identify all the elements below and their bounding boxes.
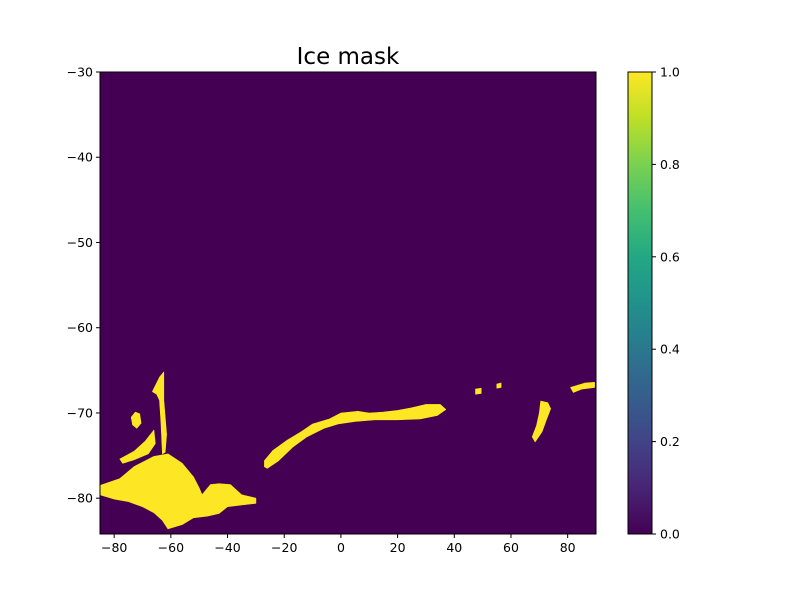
- x-tick-label: −80: [101, 540, 127, 555]
- y-tick-label: −30: [67, 65, 93, 80]
- x-tick-label: 40: [446, 540, 462, 555]
- colorbar: 0.0 0.2 0.4 0.6 0.8 1.0: [627, 65, 680, 542]
- colorbar-tick-label: 0.6: [660, 249, 680, 264]
- colorbar-frame: [627, 71, 653, 535]
- y-axis: −80 −70 −60 −50 −40 −30: [67, 65, 100, 506]
- chart-title: Ice mask: [297, 44, 400, 70]
- x-tick-label: −40: [214, 540, 240, 555]
- ice-region-small-coastal-patch-1: [475, 387, 482, 395]
- ice-region-peninsula-ice: [152, 371, 167, 455]
- y-tick-label: −70: [67, 405, 93, 420]
- x-tick-label: 20: [390, 540, 406, 555]
- plot-frame: [99, 71, 597, 535]
- y-tick-label: −60: [67, 320, 93, 335]
- y-tick-label: −50: [67, 235, 93, 250]
- ice-region-amery-ice-shelf: [531, 400, 552, 443]
- ice-mask-layer: [100, 371, 595, 530]
- ice-region-weddell-ice-shelf: [100, 453, 257, 530]
- colorbar-tick-label: 1.0: [660, 65, 680, 80]
- x-tick-label: 0: [337, 540, 345, 555]
- colorbar-tick-label: 0.2: [660, 434, 680, 449]
- ice-region-west-peninsula-islands: [119, 429, 156, 464]
- ice-region-eastern-coastal-ice: [570, 381, 595, 393]
- ice-region-small-coastal-patch-2: [496, 382, 502, 389]
- x-tick-label: −60: [158, 540, 184, 555]
- x-tick-label: −20: [271, 540, 297, 555]
- colorbar-ticks: 0.0 0.2 0.4 0.6 0.8 1.0: [652, 65, 680, 542]
- x-tick-label: 80: [560, 540, 576, 555]
- colorbar-tick-label: 0.0: [660, 527, 680, 542]
- colorbar-tick-label: 0.4: [660, 342, 680, 357]
- heatmap-background: [100, 72, 596, 534]
- colorbar-tick-label: 0.8: [660, 157, 680, 172]
- ice-region-riiser-larsen-fimbul-ice: [264, 404, 447, 469]
- x-axis: −80 −60 −40 −20 0 20 40 60 80: [101, 534, 576, 555]
- ice-region-western-island: [130, 411, 142, 429]
- colorbar-gradient: [628, 72, 652, 534]
- heatmap-plot-area: [99, 71, 597, 535]
- x-tick-label: 60: [503, 540, 519, 555]
- y-tick-label: −40: [67, 150, 93, 165]
- y-tick-label: −80: [67, 491, 93, 506]
